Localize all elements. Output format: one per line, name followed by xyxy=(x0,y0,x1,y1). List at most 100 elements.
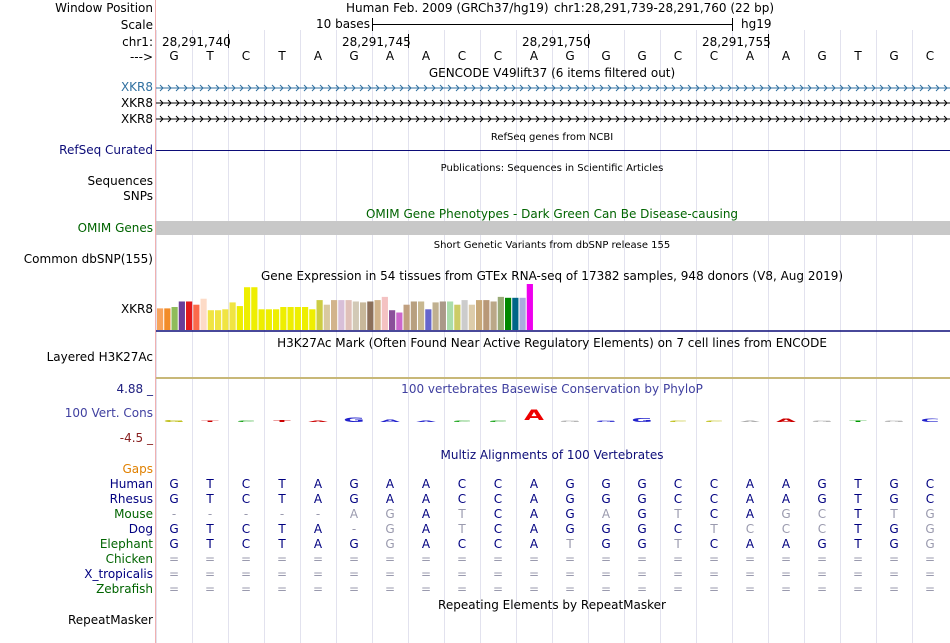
label-divider[interactable] xyxy=(155,0,156,643)
gencode-item-label[interactable]: XKR8 xyxy=(120,96,153,110)
gtex-tissue-bar[interactable] xyxy=(280,307,287,330)
gencode-track-title[interactable]: GENCODE V49lift37 (6 items filtered out) xyxy=(428,66,676,80)
gencode-gene-lines[interactable] xyxy=(156,80,950,126)
h3k27ac-label[interactable]: Layered H3K27Ac xyxy=(46,350,153,364)
gtex-tissue-bar[interactable] xyxy=(193,304,200,330)
gtex-tissue-bar[interactable] xyxy=(171,307,178,330)
refseq-track-title[interactable]: RefSeq genes from NCBI xyxy=(490,132,614,143)
gencode-item-label[interactable]: XKR8 xyxy=(120,80,153,94)
gtex-tissue-bar[interactable] xyxy=(461,300,468,330)
multiz-species-label[interactable]: Human xyxy=(109,477,153,491)
omim-gene-bar[interactable] xyxy=(156,221,950,235)
gtex-tissue-bar[interactable] xyxy=(178,301,185,330)
gtex-tissue-bar[interactable] xyxy=(389,310,396,330)
h3k27ac-track-title[interactable]: H3K27Ac Mark (Often Found Near Active Re… xyxy=(277,336,827,350)
gtex-tissue-bar[interactable] xyxy=(374,300,381,330)
strand-chevron xyxy=(279,84,284,92)
multiz-species-label[interactable]: X_tropicalis xyxy=(84,567,153,581)
gtex-tissue-bar[interactable] xyxy=(258,309,265,330)
strand-chevron xyxy=(903,115,908,123)
multiz-species-label[interactable]: Dog xyxy=(128,522,153,536)
gtex-tissue-bar[interactable] xyxy=(381,296,388,330)
gtex-tissue-bar[interactable] xyxy=(519,297,526,330)
gtex-tissue-bar[interactable] xyxy=(345,300,352,330)
phylop-base-glyph: A xyxy=(776,418,797,423)
gtex-tissue-bar[interactable] xyxy=(164,308,171,330)
gtex-tissue-bar[interactable] xyxy=(432,302,439,330)
snps-label[interactable]: SNPs xyxy=(123,189,153,203)
h3k27ac-signal[interactable] xyxy=(156,377,950,379)
gtex-tissue-bar[interactable] xyxy=(273,309,280,330)
cons-label[interactable]: 100 Vert. Cons xyxy=(64,406,153,420)
gtex-tissue-bar[interactable] xyxy=(396,312,403,330)
gtex-tissue-bar[interactable] xyxy=(410,301,417,330)
repeatmasker-track-title[interactable]: Repeating Elements by RepeatMasker xyxy=(438,598,666,612)
gtex-tissue-bar[interactable] xyxy=(316,300,323,330)
gtex-tissue-bar[interactable] xyxy=(251,287,258,330)
gtex-tissue-bar[interactable] xyxy=(367,301,374,330)
gtex-tissue-bar[interactable] xyxy=(265,309,272,330)
gtex-tissue-bar[interactable] xyxy=(447,301,454,330)
omim-track-title[interactable]: OMIM Gene Phenotypes - Dark Green Can Be… xyxy=(365,207,739,221)
strand-chevron xyxy=(791,99,796,107)
gtex-tissue-bar[interactable] xyxy=(309,309,316,330)
multiz-base: = xyxy=(348,567,360,581)
multiz-species-label[interactable]: Rhesus xyxy=(109,492,153,506)
publications-track-title[interactable]: Publications: Sequences in Scientific Ar… xyxy=(440,163,664,174)
gtex-tissue-bar[interactable] xyxy=(229,302,236,330)
gtex-tissue-bar[interactable] xyxy=(454,304,461,330)
multiz-species-label[interactable]: Mouse xyxy=(114,507,153,521)
refseq-gene-line[interactable] xyxy=(156,150,950,151)
gtex-tissue-bar[interactable] xyxy=(338,300,345,330)
refseq-label[interactable]: RefSeq Curated xyxy=(59,143,153,157)
sequences-label[interactable]: Sequences xyxy=(87,174,153,188)
multiz-track-title[interactable]: Multiz Alignments of 100 Vertebrates xyxy=(440,448,664,462)
gtex-tissue-bar[interactable] xyxy=(222,309,229,330)
strand-chevron xyxy=(527,115,532,123)
gtex-tissue-bar[interactable] xyxy=(418,301,425,330)
repeatmasker-label[interactable]: RepeatMasker xyxy=(67,613,153,627)
gtex-tissue-bar[interactable] xyxy=(244,287,251,330)
gtex-tissue-bar[interactable] xyxy=(236,306,243,330)
gtex-tissue-bar[interactable] xyxy=(439,301,446,330)
gtex-tissue-bar[interactable] xyxy=(490,301,497,330)
gtex-tissue-bar[interactable] xyxy=(331,300,338,330)
common-dbsnp-label[interactable]: Common dbSNP(155) xyxy=(23,252,153,266)
gtex-tissue-bar[interactable] xyxy=(200,298,207,330)
multiz-base: = xyxy=(276,567,288,581)
gtex-tissue-bar[interactable] xyxy=(512,297,519,330)
gencode-item-label[interactable]: XKR8 xyxy=(120,112,153,126)
omim-label[interactable]: OMIM Genes xyxy=(77,221,153,235)
dbsnp-track-title[interactable]: Short Genetic Variants from dbSNP releas… xyxy=(433,240,671,251)
gtex-tissue-bar[interactable] xyxy=(302,307,309,330)
multiz-species-label[interactable]: Elephant xyxy=(99,537,153,551)
gtex-tissue-bar[interactable] xyxy=(505,297,512,330)
gtex-tissue-bar[interactable] xyxy=(403,304,410,330)
gtex-tissue-bar[interactable] xyxy=(425,309,432,330)
multiz-species-label[interactable]: Zebrafish xyxy=(96,582,153,596)
gtex-tissue-bar[interactable] xyxy=(476,300,483,330)
gtex-tissue-bar[interactable] xyxy=(294,307,301,330)
gtex-tissue-bar[interactable] xyxy=(468,304,475,330)
gtex-bar-chart[interactable] xyxy=(156,284,950,332)
strand-chevron xyxy=(239,99,244,107)
ruler-tick xyxy=(588,34,589,48)
gtex-tissue-bar[interactable] xyxy=(497,296,504,330)
phylop-track-title[interactable]: 100 vertebrates Basewise Conservation by… xyxy=(401,382,703,396)
gtex-tissue-bar[interactable] xyxy=(526,284,533,330)
gtex-tissue-bar[interactable] xyxy=(287,307,294,330)
gtex-tissue-bar[interactable] xyxy=(352,301,359,330)
gaps-label[interactable]: Gaps xyxy=(122,462,153,476)
gtex-tissue-bar[interactable] xyxy=(186,301,193,330)
gtex-tissue-bar[interactable] xyxy=(215,310,222,330)
gtex-tissue-bar[interactable] xyxy=(483,300,490,330)
gtex-tissue-bar[interactable] xyxy=(157,308,164,330)
gtex-gene-label[interactable]: XKR8 xyxy=(120,302,153,316)
gtex-tissue-bar[interactable] xyxy=(207,310,214,330)
multiz-species-label[interactable]: Chicken xyxy=(105,552,153,566)
multiz-base: C xyxy=(781,522,791,536)
gtex-track-title[interactable]: Gene Expression in 54 tissues from GTEx … xyxy=(260,269,844,283)
gtex-tissue-bar[interactable] xyxy=(323,304,330,330)
gtex-tissue-bar[interactable] xyxy=(360,302,367,330)
